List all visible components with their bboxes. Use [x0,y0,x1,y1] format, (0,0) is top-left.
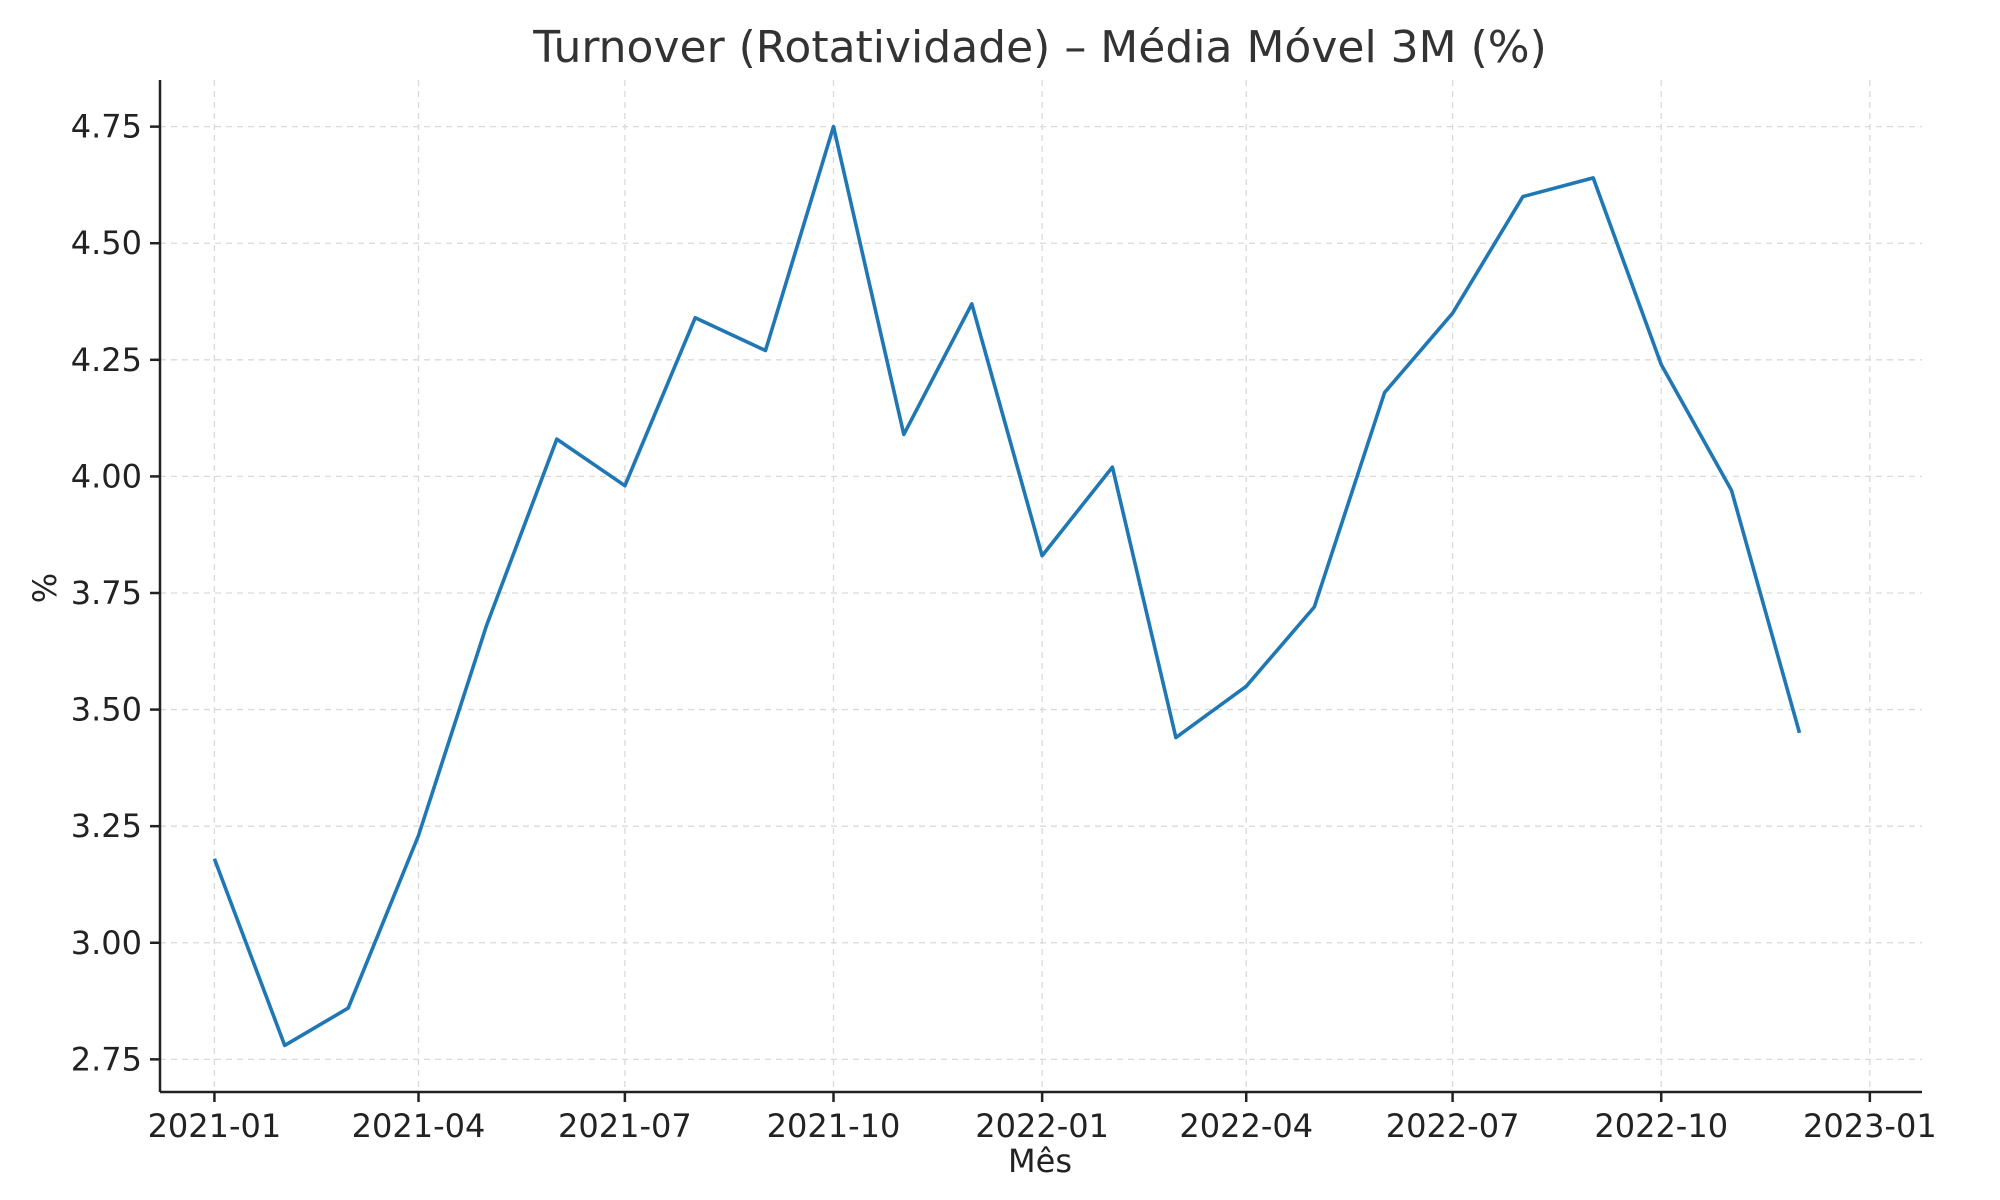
y-axis-ticks: 2.75 3.00 3.25 3.50 3.75 4.00 4.25 4.50 4.75 [71,108,160,1078]
y-axis-label: % [26,573,64,603]
y-tick-label: 3.75 [71,574,142,612]
grid [160,80,1922,1092]
x-tick-label: 2022-10 [1594,1107,1728,1145]
chart-title: Turnover (Rotatividade) – Média Móvel 3M… [532,22,1546,73]
y-tick-label: 4.25 [71,341,142,379]
x-axis-ticks: 2021-01 2021-04 2021-07 2021-10 2022-01 2022-… [148,1092,1937,1145]
y-tick-label: 4.50 [71,224,142,262]
x-tick-label: 2023-01 [1803,1107,1937,1145]
x-tick-label: 2022-07 [1386,1107,1520,1145]
y-tick-label: 4.75 [71,108,142,146]
x-tick-label: 2021-01 [148,1107,282,1145]
y-tick-label: 3.50 [71,691,142,729]
x-tick-label: 2022-01 [975,1107,1109,1145]
y-tick-label: 4.00 [71,457,142,495]
y-tick-label: 3.25 [71,807,142,845]
x-tick-label: 2022-04 [1179,1107,1313,1145]
y-tick-label: 2.75 [71,1040,142,1078]
x-tick-label: 2021-04 [352,1107,486,1145]
series-line [212,124,1802,1048]
series-group [212,124,1802,1048]
y-tick-label: 3.00 [71,924,142,962]
x-tick-label: 2021-07 [558,1107,692,1145]
x-tick-label: 2021-10 [767,1107,901,1145]
x-axis-label: Mês [1008,1142,1072,1180]
